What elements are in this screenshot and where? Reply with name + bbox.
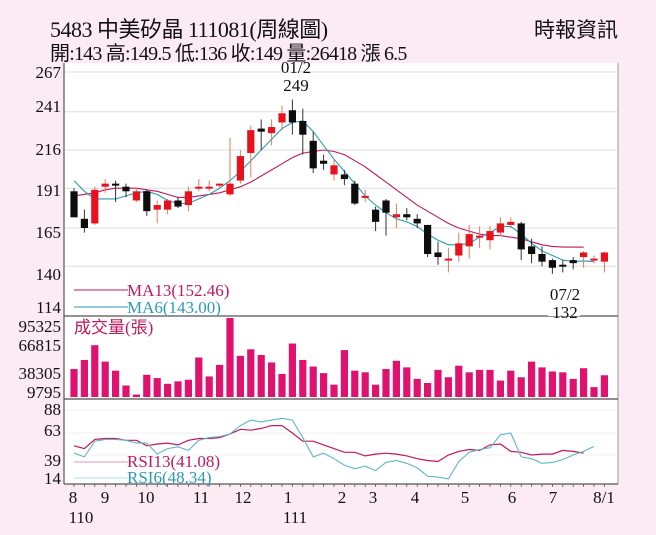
- svg-text:63: 63: [44, 421, 61, 440]
- svg-text:110: 110: [69, 508, 94, 527]
- svg-text:95325: 95325: [19, 317, 62, 336]
- svg-text:165: 165: [36, 223, 62, 242]
- svg-text:8: 8: [69, 488, 78, 507]
- svg-text:11: 11: [193, 488, 209, 507]
- svg-text:12: 12: [235, 488, 252, 507]
- volume-bars: [70, 318, 608, 397]
- svg-text:191: 191: [36, 181, 62, 200]
- svg-text:01/2: 01/2: [281, 58, 311, 77]
- source-label: 時報資訊: [534, 18, 618, 42]
- rsi-lines: [73, 417, 595, 480]
- svg-text:114: 114: [36, 298, 61, 317]
- svg-text:14: 14: [44, 469, 62, 488]
- high-annotation: 01/2 249: [281, 58, 311, 95]
- svg-text:66815: 66815: [19, 336, 62, 355]
- rsi-legend: RSI13(41.08) RSI6(48.34): [74, 452, 220, 487]
- svg-text:1: 1: [284, 488, 293, 507]
- svg-text:3: 3: [369, 488, 378, 507]
- ohlc-summary: 開:143 高:149.5 低:136 收:149 量:26418 漲 6.5: [50, 43, 407, 65]
- ma13-legend: MA13(152.46): [127, 281, 229, 300]
- svg-text:6: 6: [508, 488, 517, 507]
- svg-text:4: 4: [411, 488, 420, 507]
- rsi-panel: [64, 400, 618, 484]
- svg-text:38305: 38305: [19, 364, 62, 383]
- svg-text:9795: 9795: [27, 383, 61, 402]
- svg-text:07/2: 07/2: [550, 285, 580, 304]
- svg-text:140: 140: [36, 265, 62, 284]
- x-axis-labels: 8 9 10 11 12 1 2 3 4 5 6 7 8/1 110 111: [69, 488, 615, 527]
- svg-text:7: 7: [549, 488, 558, 507]
- price-panel: [64, 63, 618, 316]
- svg-text:267: 267: [36, 63, 62, 82]
- svg-text:216: 216: [36, 140, 62, 159]
- svg-text:132: 132: [552, 303, 578, 322]
- ma-legend: MA13(152.46) MA6(143.00): [74, 281, 229, 317]
- svg-text:2: 2: [338, 488, 347, 507]
- svg-text:88: 88: [44, 400, 61, 419]
- x-axis-ticks: [73, 484, 605, 487]
- svg-text:241: 241: [36, 97, 62, 116]
- ma6-legend: MA6(143.00): [127, 298, 221, 317]
- svg-text:9: 9: [101, 488, 110, 507]
- svg-text:10: 10: [138, 488, 155, 507]
- volume-legend: 成交量(張): [74, 318, 153, 337]
- rsi6-legend: RSI6(48.34): [127, 468, 212, 487]
- volume-y-axis: 95325 66815 38305 9795: [19, 317, 62, 402]
- price-y-axis: 267 241 216 191 165 140 114: [36, 63, 62, 317]
- low-annotation: 07/2 132: [548, 285, 580, 322]
- gridlines: [65, 71, 617, 456]
- rsi-y-axis: 88 63 39 14: [44, 400, 62, 488]
- svg-text:249: 249: [283, 76, 309, 95]
- chart-title: 5483 中美矽晶 111081(周線圖): [50, 17, 328, 42]
- svg-text:5: 5: [461, 488, 470, 507]
- candlesticks: [70, 99, 608, 274]
- svg-text:8/1: 8/1: [593, 488, 615, 507]
- rsi13-legend: RSI13(41.08): [127, 452, 220, 471]
- svg-text:111: 111: [283, 508, 307, 527]
- svg-text:39: 39: [44, 451, 61, 470]
